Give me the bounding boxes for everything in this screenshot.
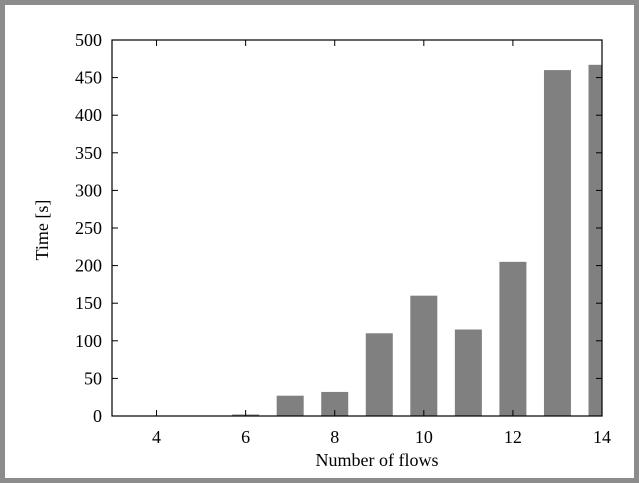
y-tick-label-250: 250 [75,218,102,238]
plot-area-border [111,39,603,417]
y-axis-label: Time [s] [32,200,52,261]
x-axis-label: Number of flows [316,450,439,470]
bars-group [232,64,602,416]
y-tick-label-200: 200 [75,256,102,276]
x-tick-label-14: 14 [593,427,611,447]
x-axis: 4 6 8 10 12 14 [152,40,611,447]
bar-9 [365,333,393,416]
x-tick-label-6: 6 [241,427,250,447]
x-tick-label-8: 8 [330,427,339,447]
bar-14 [588,64,602,416]
y-tick-label-400: 400 [75,105,102,125]
y-tick-label-300: 300 [75,180,102,200]
bar-12 [499,261,527,416]
y-axis: 0 50 100 150 200 250 300 350 400 450 500 [75,30,602,426]
x-tick-label-12: 12 [504,427,522,447]
y-tick-label-450: 450 [75,68,102,88]
bar-13 [543,70,571,416]
y-tick-label-100: 100 [75,331,102,351]
bar-11 [454,329,482,416]
y-tick-label-50: 50 [84,368,102,388]
bar-7 [276,395,304,416]
x-tick-label-10: 10 [415,427,433,447]
y-tick-label-500: 500 [75,30,102,50]
y-tick-label-0: 0 [93,406,102,426]
y-tick-label-150: 150 [75,293,102,313]
y-tick-label-350: 350 [75,143,102,163]
bar-10 [410,295,438,416]
x-tick-label-4: 4 [152,427,161,447]
